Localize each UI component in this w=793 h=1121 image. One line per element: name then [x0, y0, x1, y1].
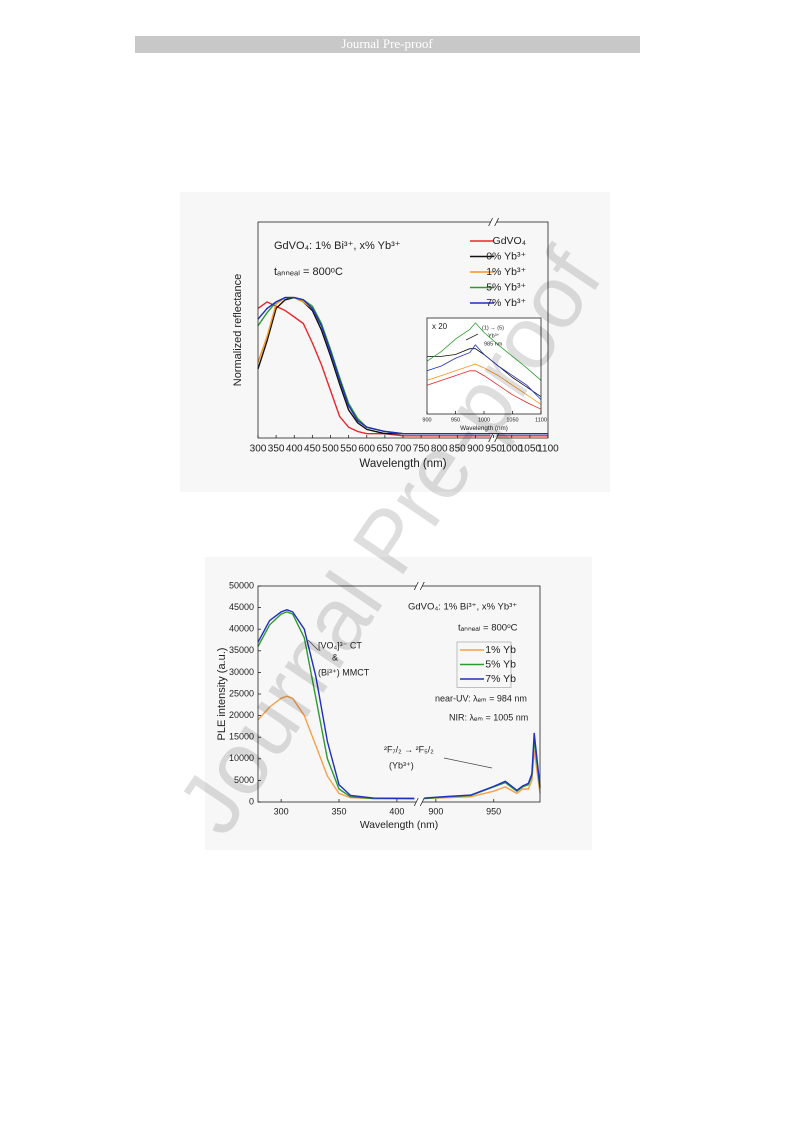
x-tick-label: 1100 — [537, 444, 559, 455]
x-tick-label: 1000 — [478, 418, 490, 424]
x-tick-label: 850 — [449, 444, 466, 455]
header-bar — [135, 36, 640, 53]
annotation: (Yb³⁺) — [389, 760, 414, 770]
x-tick-label: 950 — [451, 418, 460, 424]
x-tick-label: 1000 — [501, 444, 524, 455]
axis-break — [413, 581, 425, 591]
x-tick-label: 350 — [332, 806, 347, 816]
legend-box — [456, 641, 512, 688]
y-axis-label: PLE intensity (a.u.) — [216, 648, 228, 741]
data-line — [426, 344, 542, 400]
annotation: [VO₄]³⁻ CT — [318, 640, 362, 650]
annotation: GdVO₄: 1% Bi³⁺, x% Yb³⁺ — [274, 240, 401, 252]
annotation: ²F₇/₂ → ²F₅/₂ — [384, 744, 434, 754]
y-tick-label: 40000 — [229, 624, 254, 634]
legend-label: 7% Yb³⁺ — [486, 297, 526, 309]
data-line — [426, 363, 542, 405]
x-tick-label: 900 — [422, 418, 431, 424]
legend-label: 5% Yb³⁺ — [486, 281, 526, 293]
y-tick-label: 35000 — [229, 645, 254, 655]
x-tick-label: 400 — [286, 444, 303, 455]
legend-label: 5% Yb — [485, 658, 516, 670]
y-tick-label: 5000 — [234, 775, 254, 785]
header: Journal Pre-proof — [341, 36, 433, 51]
x-tick-label: 600 — [358, 444, 375, 455]
x-tick-label: 350 — [268, 444, 285, 455]
annotation: & — [332, 652, 338, 662]
charts: 300 350 400 450 500 550 600 650 700 750 800 850 900 9… — [216, 217, 559, 831]
legend-label: 7% Yb — [485, 673, 516, 685]
x-axis-label: Wavelength (nm) — [460, 425, 508, 432]
x-tick-label: 300 — [250, 444, 267, 455]
x-tick-label: 800 — [431, 444, 448, 455]
annotation: 985 nm — [484, 341, 503, 347]
y-tick-label: 50000 — [229, 580, 254, 590]
x-tick-label: 650 — [377, 444, 394, 455]
axis-break — [488, 217, 499, 227]
annotation: (1) → (5) — [482, 325, 504, 331]
y-tick-label: 25000 — [229, 688, 254, 698]
arrow — [443, 757, 493, 769]
inset-background — [427, 318, 541, 414]
data-line — [427, 348, 542, 398]
x-tick-label: 1050 — [519, 444, 542, 455]
axis-break — [413, 797, 425, 807]
legend-label: 1% Yb — [485, 644, 516, 656]
x-tick-label: 950 — [486, 806, 501, 816]
y-tick-label: 30000 — [229, 667, 254, 677]
annotation: tₐₙₙₑₐₗ = 800ᵒC — [458, 623, 518, 634]
legend-label: 0% Yb³⁺ — [486, 250, 526, 262]
data-line — [257, 609, 415, 800]
annotation: GdVO₄: 1% Bi³⁺, x% Yb³⁺ — [408, 602, 517, 613]
arrow — [307, 639, 319, 651]
x-tick-label: 950 — [485, 444, 502, 455]
x-tick-label: 1050 — [506, 418, 518, 424]
x-tick-label: 700 — [395, 444, 412, 455]
x-tick-label: 1100 — [535, 418, 547, 424]
data-line — [426, 322, 542, 381]
annotation: Yb³⁺ — [488, 332, 500, 339]
y-tick-label: 20000 — [229, 710, 254, 720]
x-axis-label: Wavelength (nm) — [360, 820, 438, 831]
x-axis-label: Wavelength (nm) — [359, 458, 446, 470]
figure-panel — [205, 557, 592, 850]
y-tick-label: 15000 — [229, 732, 254, 742]
data-line — [257, 296, 548, 435]
axis-break — [488, 433, 499, 443]
y-tick-label: 0 — [249, 796, 254, 806]
y-tick-label: 10000 — [229, 753, 254, 763]
x-tick-label: 400 — [389, 806, 404, 816]
x-tick-label: 900 — [428, 806, 443, 816]
axis-break-gap — [416, 582, 423, 590]
x-tick-label: 750 — [413, 444, 430, 455]
annotation: tₐₙₙₑₐₗ = 800ᵒC — [274, 266, 343, 278]
x-tick-label: 550 — [340, 444, 357, 455]
axis-break-gap — [416, 798, 423, 806]
data-line — [257, 695, 415, 800]
legend-label: 1% Yb³⁺ — [486, 266, 526, 278]
annotation: (Bi³⁺) MMCT — [318, 667, 370, 677]
annotation: NIR: λₑₘ = 1005 nm — [449, 712, 528, 722]
y-tick-label: 45000 — [229, 602, 254, 612]
annotation: near-UV: λₑₘ = 984 nm — [435, 693, 527, 703]
y-axis-label: Normalized reflectance — [232, 274, 244, 387]
data-line — [257, 611, 415, 800]
x-tick-label: 450 — [304, 444, 321, 455]
x-tick-label: 500 — [322, 444, 339, 455]
arrow — [465, 333, 479, 341]
data-line — [426, 370, 542, 410]
x-tick-label: 900 — [467, 444, 484, 455]
annotation: x 20 — [432, 322, 448, 331]
axis-break-gap — [490, 218, 497, 226]
data-line — [424, 732, 541, 799]
legend-label: GdVO₄ — [493, 235, 526, 247]
x-tick-label: 300 — [274, 806, 289, 816]
